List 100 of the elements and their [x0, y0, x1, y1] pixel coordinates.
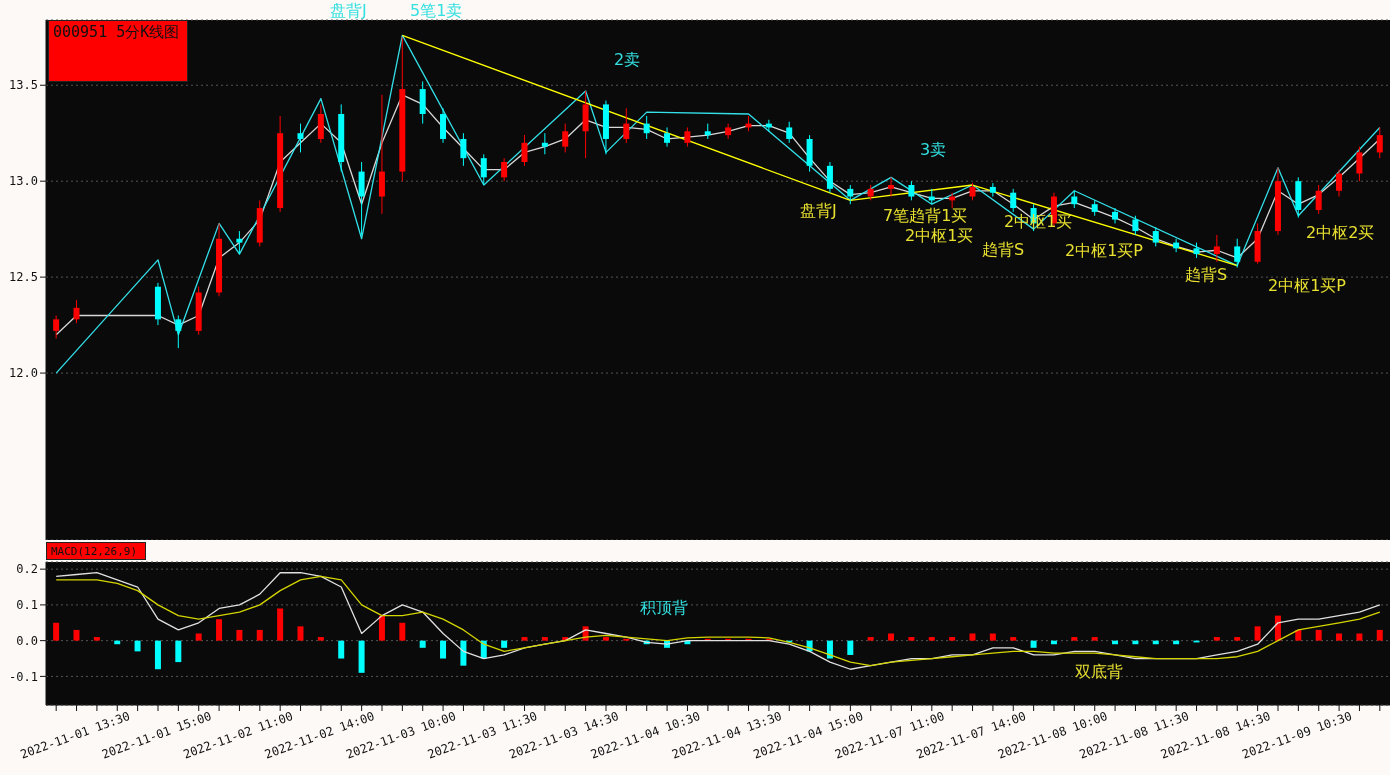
annotation: 双底背 — [1075, 662, 1123, 683]
bar — [93, 637, 100, 641]
candlestick — [1315, 184, 1322, 215]
title-box: MACD(12,26,9) — [46, 542, 146, 560]
candlestick — [725, 123, 732, 140]
bar — [1213, 637, 1220, 641]
bar — [256, 629, 263, 641]
candlestick — [501, 157, 508, 182]
annotation: 2中枢1买P — [1268, 276, 1347, 297]
bar — [1315, 629, 1322, 641]
bar — [888, 633, 895, 641]
y-tick-label: 0.2 — [16, 562, 38, 577]
candlestick — [623, 107, 630, 144]
candlestick — [460, 132, 467, 167]
title-box: 000951 5分K线图 — [48, 20, 188, 82]
annotation: 3卖 — [920, 140, 947, 161]
candlestick — [1112, 207, 1119, 224]
bar — [1376, 629, 1383, 641]
candlestick — [521, 134, 528, 167]
candlestick — [236, 230, 243, 255]
bar — [1254, 626, 1261, 641]
annotation: 趋背S — [982, 240, 1025, 261]
annotation: 积顶背 — [640, 598, 688, 619]
bar — [338, 640, 345, 659]
bar — [399, 622, 406, 641]
bar — [1295, 629, 1302, 641]
bar — [317, 637, 324, 641]
bar — [602, 637, 609, 641]
annotation: 2中枢1买 — [905, 226, 974, 247]
bar — [1071, 637, 1078, 641]
candlestick — [1010, 188, 1017, 213]
y-tick-label: 12.0 — [9, 366, 38, 381]
candlestick — [562, 123, 569, 153]
bar — [73, 629, 80, 641]
y-tick-label: 13.5 — [9, 78, 38, 93]
bar — [440, 640, 447, 659]
bar — [53, 622, 60, 641]
bar — [501, 640, 508, 648]
bar — [541, 637, 548, 641]
bar — [1010, 637, 1017, 641]
y-tick-label: 0.0 — [16, 633, 38, 648]
candlestick — [847, 184, 854, 205]
y-tick-label: 0.1 — [16, 598, 38, 613]
candlestick — [175, 315, 182, 349]
bar — [297, 626, 304, 641]
bar — [867, 637, 874, 641]
candlestick — [643, 115, 650, 140]
candlestick — [53, 315, 60, 340]
candlestick — [786, 121, 793, 144]
candlestick — [297, 123, 304, 153]
candlestick — [908, 180, 915, 201]
bar — [521, 637, 528, 641]
bar — [1091, 637, 1098, 641]
bar — [195, 633, 202, 641]
bar — [969, 633, 976, 641]
candlestick — [826, 161, 833, 194]
candlestick — [888, 176, 895, 198]
annotation: 2卖 — [614, 50, 641, 71]
bar — [928, 637, 935, 641]
bar — [175, 640, 182, 663]
annotation: 趋背S — [1185, 265, 1228, 286]
bar — [236, 629, 243, 641]
candlestick — [684, 126, 691, 148]
bar — [1274, 615, 1281, 641]
bar — [1234, 637, 1241, 641]
bar — [908, 637, 915, 641]
candlestick — [664, 126, 671, 148]
candlestick — [1132, 215, 1139, 236]
bar — [1356, 633, 1363, 641]
bar — [460, 640, 467, 666]
candlestick — [541, 132, 548, 155]
bar — [1030, 640, 1037, 648]
line-series — [401, 34, 1238, 267]
bar — [154, 640, 161, 670]
candlestick — [989, 182, 996, 198]
bar — [358, 640, 365, 673]
bar — [277, 608, 284, 641]
bar — [378, 615, 385, 641]
candlestick — [480, 153, 487, 186]
candlestick — [1336, 169, 1343, 198]
bar — [847, 640, 854, 655]
text: 盘背J — [330, 1, 367, 22]
candlestick — [1152, 226, 1159, 247]
bar — [1336, 633, 1343, 641]
bar — [216, 619, 223, 641]
candlestick — [1234, 238, 1241, 269]
bar — [949, 637, 956, 641]
annotation: 2中枢2买 — [1306, 223, 1375, 244]
y-tick-label: -0.1 — [9, 669, 38, 684]
bar — [134, 640, 141, 652]
annotation: 2中枢1买P — [1065, 241, 1144, 262]
annotation: 盘背J — [800, 201, 837, 222]
y-tick-label: 12.5 — [9, 270, 38, 285]
text: 5笔1卖 — [410, 1, 463, 22]
bar — [826, 640, 833, 659]
y-tick-label: 13.0 — [9, 174, 38, 189]
bar — [419, 640, 426, 648]
candlestick — [1376, 126, 1383, 159]
annotation: 7笔趋背1买 — [883, 206, 968, 227]
bar — [989, 633, 996, 641]
